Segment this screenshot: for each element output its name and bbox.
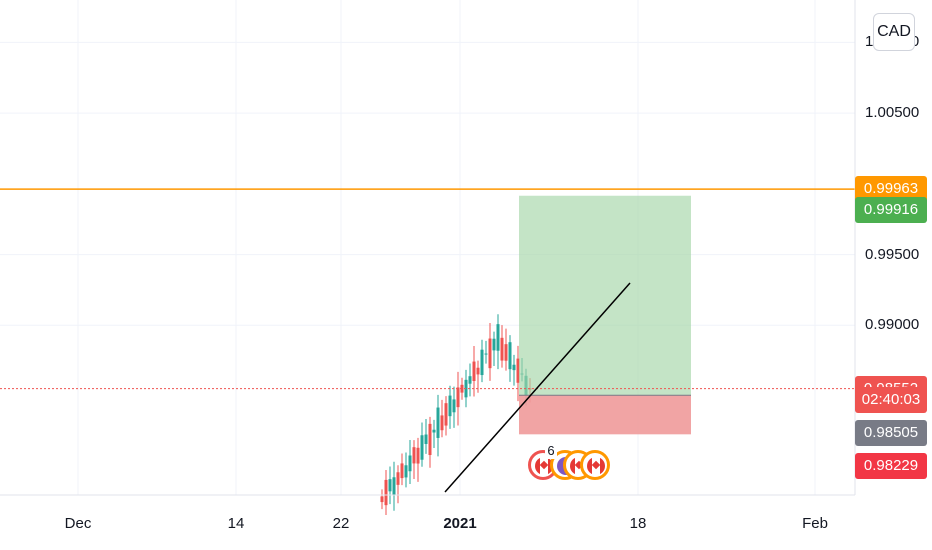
candlestick-series (380, 314, 532, 516)
candle-body (444, 403, 448, 426)
candle-body (504, 344, 508, 361)
candle-body (420, 435, 424, 460)
entry-price-tag: 0.98505 (855, 420, 927, 446)
countdown-price-tag: 02:40:03 (855, 387, 927, 413)
trend-line[interactable] (444, 282, 631, 493)
candle-body (404, 465, 408, 478)
candle-body (412, 447, 416, 464)
canada-flag-icon[interactable] (580, 450, 610, 480)
date-tick-label: Feb (802, 515, 828, 532)
currency-badge[interactable]: CAD (873, 13, 915, 51)
take-profit-zone[interactable] (519, 195, 691, 396)
date-tick-label: 18 (629, 515, 647, 532)
candle-body (480, 349, 484, 376)
event-count-badge: 6 (545, 443, 557, 459)
date-tick-label: Dec (64, 515, 92, 532)
candle-body (488, 338, 492, 369)
candle-body (496, 324, 500, 351)
candle-body (516, 358, 520, 383)
candle-body (468, 376, 472, 384)
candle-body (452, 399, 456, 413)
candle-body (456, 387, 460, 408)
candle-body (400, 463, 404, 479)
price-tick-label: 0.99500 (865, 245, 920, 263)
take-profit-price-tag: 0.99916 (855, 197, 927, 223)
candle-body (380, 496, 384, 503)
date-tick-label: 2021 (443, 515, 477, 532)
candle-body (484, 353, 488, 355)
candle-body (424, 434, 428, 444)
candle-body (436, 407, 440, 438)
date-tick-label: 22 (332, 515, 350, 532)
candle-body (384, 479, 388, 506)
date-tick-label: 14 (227, 515, 245, 532)
candle-body (428, 423, 432, 456)
price-tick-label: 0.99000 (865, 316, 920, 334)
candle-body (432, 429, 436, 433)
candle-body (392, 477, 396, 496)
stop-loss-price-tag: 0.98229 (855, 453, 927, 479)
candle-body (512, 364, 516, 371)
candle-body (492, 338, 496, 351)
candle-body (448, 395, 452, 417)
candle-body (476, 367, 480, 375)
candle-body (408, 455, 412, 472)
candle-body (416, 447, 420, 464)
candle-body (440, 415, 444, 431)
stop-loss-zone[interactable] (519, 395, 691, 435)
chart-grid (0, 0, 855, 495)
candle-body (388, 479, 392, 492)
candle-body (508, 342, 512, 370)
price-tick-label: 1.00500 (865, 104, 920, 122)
candle-body (500, 337, 504, 361)
candle-body (396, 472, 400, 485)
candle-body (472, 361, 476, 382)
